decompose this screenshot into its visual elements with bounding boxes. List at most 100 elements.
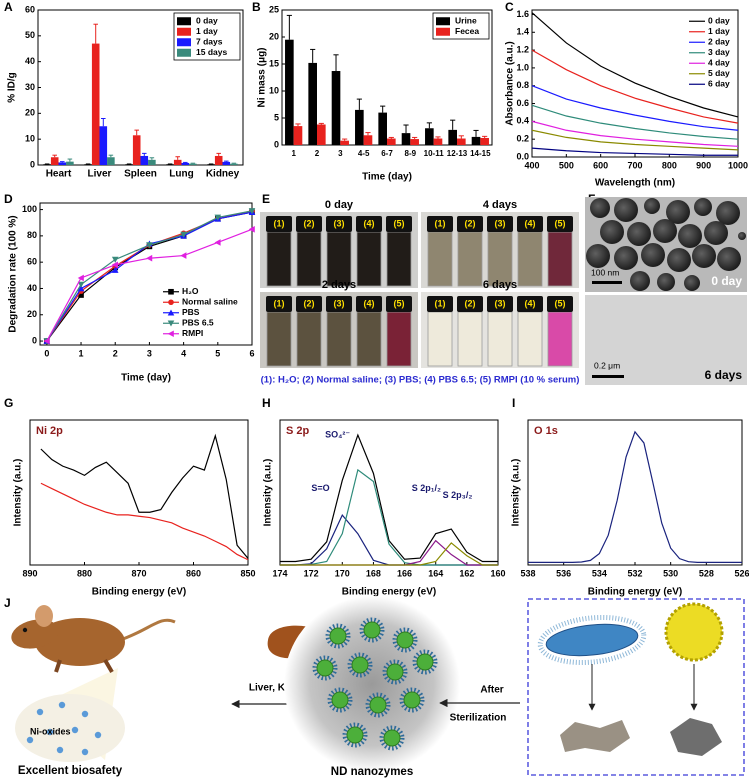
data-line [46, 211, 253, 342]
error-bar [101, 118, 106, 127]
vial-body [356, 311, 382, 367]
vial-body [547, 311, 573, 367]
nanoparticle [678, 224, 702, 248]
nanozyme-spikes [327, 687, 353, 713]
cloud-label: Ni-oxides [30, 726, 71, 736]
x-tick-label: 400 [524, 160, 539, 170]
error-bar [426, 122, 432, 129]
nanozyme-spikes [412, 649, 438, 675]
y-axis-label: Intensity (a.u.) [13, 459, 24, 527]
nanoparticle [684, 275, 700, 291]
x-axis-label: Binding energy (eV) [588, 587, 682, 598]
annotation: S=O [311, 483, 329, 493]
bar [433, 138, 443, 145]
debris [670, 718, 722, 756]
x-axis-label: Binding energy (eV) [92, 587, 186, 598]
annotation: S 2p₃/₂ [443, 490, 473, 500]
data-line [531, 49, 739, 124]
vial-cap [356, 296, 382, 312]
x-tick-label: 700 [627, 160, 642, 170]
bar [84, 164, 92, 165]
scale-bar [592, 375, 624, 378]
y-tick-label: 0.2 [516, 134, 529, 144]
vial-body [386, 231, 412, 287]
y-tick-label: 5 [274, 112, 279, 122]
bar [214, 155, 223, 165]
mouse-ear [35, 605, 53, 627]
bar [50, 157, 59, 165]
vial-label: (2) [304, 298, 315, 308]
y-tick-label: 30 [25, 82, 35, 92]
legend-swatch [436, 27, 450, 36]
x-tick-label: 600 [593, 160, 608, 170]
image-label: 0 day [711, 274, 742, 288]
nanoparticle [716, 201, 740, 225]
bar [189, 163, 197, 165]
legend-swatch [177, 48, 191, 57]
error-bar [458, 135, 464, 139]
vial-label: (3) [495, 218, 506, 228]
x-tick-label: 1 [291, 149, 296, 158]
x-tick-label: 0 [44, 348, 49, 358]
legend-label: 4 day [708, 58, 730, 68]
oxide-dot [58, 701, 66, 709]
data-line [46, 210, 253, 342]
vial-label: (5) [394, 298, 405, 308]
y-tick-label: 20 [269, 31, 279, 41]
x-tick-label: Kidney [206, 169, 240, 180]
vial-label: (2) [465, 218, 476, 228]
marker [214, 214, 222, 221]
x-tick-label: 174 [272, 568, 287, 578]
data-line [46, 211, 253, 342]
data-line [40, 433, 249, 559]
y-tick-label: 60 [25, 4, 35, 14]
y-tick-label: 0 [30, 159, 35, 169]
marker [111, 256, 119, 263]
nanozyme [316, 659, 334, 677]
legend-label: 0 day [196, 16, 218, 26]
panel-title: O 1s [534, 425, 558, 437]
mouse-tail [119, 618, 176, 642]
y-tick-label: 0.4 [516, 116, 529, 126]
x-tick-label: 3 [147, 348, 152, 358]
mouse-leg [103, 658, 114, 674]
nanozyme-spikes [365, 692, 391, 718]
data-line [531, 104, 739, 140]
y-tick-label: 40 [27, 283, 37, 293]
photo-title: 6 days [483, 279, 517, 291]
vial-body [296, 231, 322, 287]
marker [168, 288, 174, 295]
bar [58, 162, 67, 165]
legend-swatch [177, 17, 191, 26]
nanozyme-spikes [347, 652, 373, 678]
plot-frame [29, 419, 249, 566]
annotation: S 2p₁/₂ [412, 483, 441, 493]
debris [560, 720, 630, 752]
oxide-dot [94, 731, 102, 739]
marker [77, 285, 85, 292]
bar [293, 126, 303, 145]
panel-letter: E [262, 192, 270, 206]
legend-label: Urine [455, 16, 477, 26]
y-tick-label: 20 [25, 108, 35, 118]
y-axis-label: Ni mass (μg) [257, 47, 268, 107]
nanoparticle [644, 198, 660, 214]
error-bar [231, 162, 237, 164]
nanozyme [329, 627, 347, 645]
x-tick-label: 164 [428, 568, 443, 578]
vial-label: (2) [465, 298, 476, 308]
vial-cap [457, 216, 483, 232]
legend-label: 15 days [196, 47, 227, 57]
error-bar [318, 122, 324, 125]
panel-letter: D [4, 192, 13, 206]
bar [410, 139, 419, 145]
nanozyme [369, 696, 387, 714]
x-tick-label: 4 [181, 348, 186, 358]
legend-label: PBS [182, 307, 200, 317]
nanozyme [403, 691, 421, 709]
panel-title: S 2p [286, 425, 310, 437]
y-tick-label: 1.2 [516, 44, 529, 54]
error-bar [52, 154, 57, 158]
x-tick-label: 850 [240, 568, 255, 578]
